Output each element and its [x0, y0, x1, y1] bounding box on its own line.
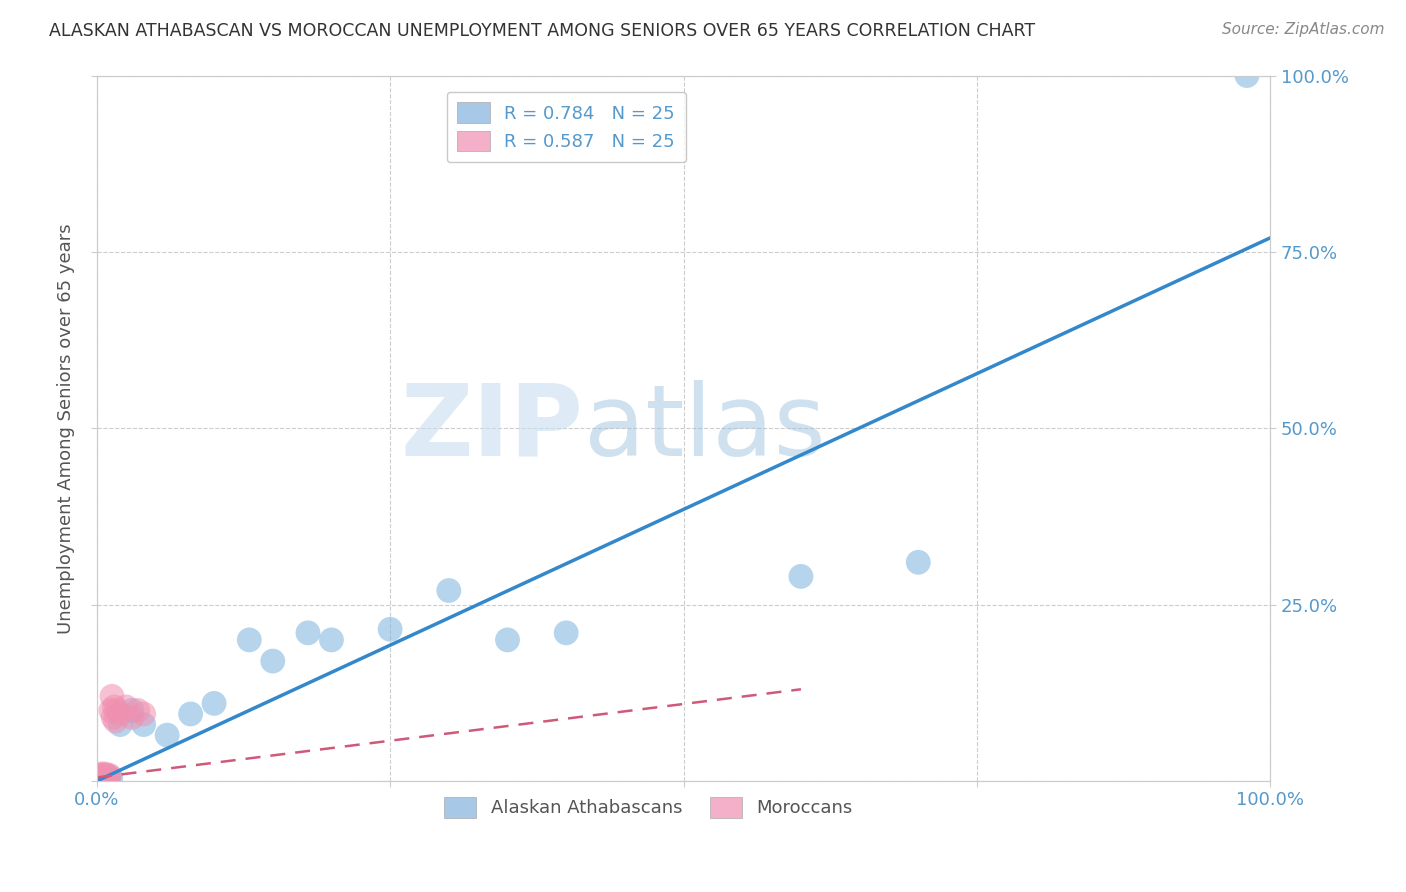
Point — [101, 690, 124, 704]
Point — [87, 771, 110, 785]
Text: ALASKAN ATHABASCAN VS MOROCCAN UNEMPLOYMENT AMONG SENIORS OVER 65 YEARS CORRELAT: ALASKAN ATHABASCAN VS MOROCCAN UNEMPLOYM… — [49, 22, 1035, 40]
Point — [132, 717, 155, 731]
Text: ZIP: ZIP — [401, 380, 583, 476]
Point — [90, 771, 112, 785]
Y-axis label: Unemployment Among Seniors over 65 years: Unemployment Among Seniors over 65 years — [58, 223, 75, 633]
Point — [90, 767, 112, 781]
Point — [94, 767, 117, 781]
Text: atlas: atlas — [583, 380, 825, 476]
Point — [94, 772, 117, 786]
Point — [104, 714, 127, 728]
Point — [115, 700, 138, 714]
Point — [437, 583, 460, 598]
Point — [93, 771, 115, 785]
Point — [91, 771, 114, 785]
Point — [98, 768, 121, 782]
Point — [101, 710, 124, 724]
Point — [297, 625, 319, 640]
Point — [108, 706, 131, 721]
Point — [321, 632, 343, 647]
Point — [121, 703, 143, 717]
Point — [87, 771, 110, 785]
Legend: Alaskan Athabascans, Moroccans: Alaskan Athabascans, Moroccans — [437, 789, 860, 825]
Point — [87, 771, 110, 785]
Point — [105, 703, 128, 717]
Point — [132, 706, 155, 721]
Point — [121, 710, 143, 724]
Point — [89, 771, 111, 785]
Point — [90, 772, 112, 786]
Point — [127, 703, 149, 717]
Point — [91, 771, 114, 785]
Point — [97, 771, 120, 785]
Point — [496, 632, 519, 647]
Point — [89, 768, 111, 782]
Point — [555, 625, 578, 640]
Text: Source: ZipAtlas.com: Source: ZipAtlas.com — [1222, 22, 1385, 37]
Point — [180, 706, 202, 721]
Point — [790, 569, 813, 583]
Point — [262, 654, 284, 668]
Point — [103, 700, 125, 714]
Point — [108, 717, 131, 731]
Point — [202, 697, 225, 711]
Point — [100, 771, 122, 785]
Point — [91, 768, 114, 782]
Point — [94, 771, 117, 785]
Point — [238, 632, 260, 647]
Point — [156, 728, 179, 742]
Point — [100, 703, 122, 717]
Point — [907, 555, 929, 569]
Point — [378, 623, 401, 637]
Point — [89, 772, 111, 786]
Point — [1236, 69, 1258, 83]
Point — [97, 771, 120, 785]
Point — [93, 772, 115, 786]
Point — [96, 768, 118, 782]
